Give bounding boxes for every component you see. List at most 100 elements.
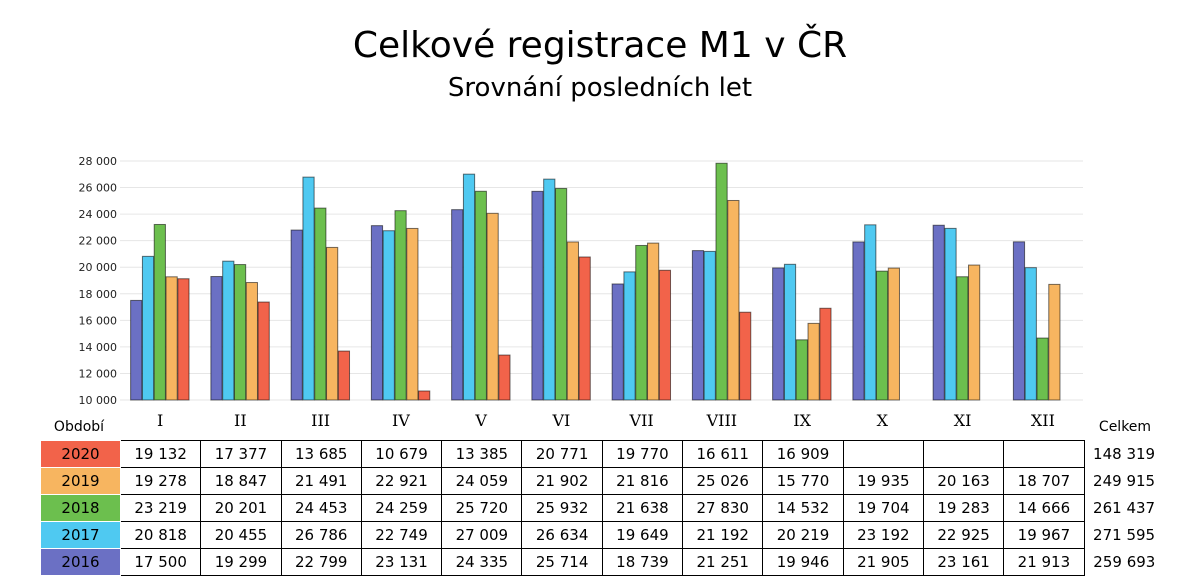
y-tick-label: 22 000 bbox=[79, 235, 118, 248]
x-tick-label: XI bbox=[954, 411, 972, 430]
bar-2018-VIII bbox=[715, 162, 728, 401]
value-cell: 14 666 bbox=[1003, 494, 1085, 522]
bar-2019-IX bbox=[807, 322, 820, 401]
table-row: 2020 19 132 17 377 13 685 10 679 13 385 20 771… bbox=[40, 440, 1165, 468]
total-cell: 261 437 bbox=[1093, 499, 1156, 517]
total-cell: 271 595 bbox=[1093, 526, 1156, 544]
bar-2016-XI bbox=[932, 224, 945, 401]
value-cell: 19 946 bbox=[762, 548, 844, 576]
value-cell: 26 634 bbox=[521, 521, 603, 549]
bar-2016-IX bbox=[772, 267, 785, 401]
bar-2020-V bbox=[498, 354, 511, 401]
bar-2019-III bbox=[326, 246, 339, 401]
bar-2017-II bbox=[222, 260, 235, 401]
value-cell: 19 283 bbox=[922, 494, 1005, 522]
bar-2018-III bbox=[314, 207, 327, 401]
value-cell: 14 532 bbox=[762, 494, 844, 522]
value-cell: 20 455 bbox=[200, 521, 282, 549]
bar-2019-V bbox=[486, 212, 499, 401]
bar-2017-XII bbox=[1024, 267, 1037, 401]
bar-2016-IV bbox=[370, 225, 384, 401]
year-cell: 2019 bbox=[40, 467, 121, 495]
bar-2020-IV bbox=[418, 390, 431, 401]
year-cell: 2017 bbox=[40, 521, 121, 549]
value-cell bbox=[842, 440, 924, 468]
value-cell: 21 491 bbox=[280, 467, 362, 495]
value-cell: 19 299 bbox=[200, 548, 282, 576]
bar-2017-X bbox=[864, 224, 877, 401]
x-tick-label: X bbox=[877, 411, 889, 430]
x-tick-label: XII bbox=[1031, 411, 1055, 430]
value-cell: 22 749 bbox=[360, 521, 443, 549]
value-cell: 20 818 bbox=[119, 521, 202, 549]
value-cell: 27 009 bbox=[441, 521, 523, 549]
bar-2020-VII bbox=[658, 269, 672, 401]
y-tick-label: 20 000 bbox=[79, 261, 118, 274]
bar-2020-III bbox=[337, 350, 351, 401]
y-tick-label: 24 000 bbox=[79, 208, 118, 221]
grid-lines bbox=[120, 160, 1083, 401]
value-cell bbox=[1003, 440, 1085, 468]
bar-2019-II bbox=[245, 282, 258, 401]
value-cell: 13 685 bbox=[280, 440, 362, 468]
bar-2019-I bbox=[165, 276, 178, 401]
bar-2017-IX bbox=[783, 263, 797, 401]
value-cell: 25 026 bbox=[682, 467, 764, 495]
y-tick-label: 14 000 bbox=[79, 341, 118, 354]
bar-2017-III bbox=[302, 176, 315, 401]
y-tick-label: 10 000 bbox=[79, 394, 118, 407]
bar-2018-X bbox=[875, 270, 889, 401]
x-tick-label: VIII bbox=[706, 411, 738, 430]
bar-2019-IV bbox=[406, 227, 419, 401]
value-cell: 21 638 bbox=[601, 494, 684, 522]
bars bbox=[130, 162, 1061, 401]
y-axis-ticks: 10 000 12 000 14 000 16 000 18 000 20 000 22 0… bbox=[79, 155, 118, 407]
value-cell: 23 219 bbox=[119, 494, 202, 522]
year-cell: 2016 bbox=[40, 548, 121, 576]
bar-2020-IX bbox=[819, 307, 832, 401]
total-cell: 259 693 bbox=[1093, 553, 1156, 571]
value-cell: 23 131 bbox=[360, 548, 443, 576]
value-cell: 26 786 bbox=[280, 521, 362, 549]
bar-2016-VII bbox=[611, 283, 624, 401]
value-cell: 20 163 bbox=[922, 467, 1005, 495]
x-tick-label: V bbox=[474, 411, 487, 430]
value-cell: 16 909 bbox=[762, 440, 844, 468]
x-tick-label: III bbox=[311, 411, 330, 430]
bar-2018-XI bbox=[956, 276, 969, 401]
bar-2016-III bbox=[290, 229, 303, 401]
value-cell: 20 201 bbox=[200, 494, 282, 522]
value-cell: 18 739 bbox=[601, 548, 684, 576]
data-table: 2020 19 132 17 377 13 685 10 679 13 385 20 771… bbox=[40, 440, 1165, 576]
value-cell: 24 259 bbox=[360, 494, 443, 522]
value-cell: 19 935 bbox=[842, 467, 924, 495]
value-cell: 17 500 bbox=[119, 548, 202, 576]
value-cell: 18 707 bbox=[1003, 467, 1085, 495]
y-tick-label: 26 000 bbox=[79, 182, 118, 195]
y-tick-label: 16 000 bbox=[79, 314, 118, 327]
value-cell: 19 770 bbox=[601, 440, 684, 468]
x-axis-ticks: I II III IV V VI VII VIII IX X XI XII bbox=[157, 411, 1055, 430]
year-cell: 2020 bbox=[40, 440, 121, 468]
value-cell: 24 059 bbox=[441, 467, 523, 495]
value-cell: 24 335 bbox=[441, 548, 523, 576]
value-cell: 27 830 bbox=[682, 494, 764, 522]
table-row: 2018 23 219 20 201 24 453 24 259 25 720 25 932… bbox=[40, 494, 1165, 522]
year-cell: 2018 bbox=[40, 494, 121, 522]
value-cell: 25 714 bbox=[521, 548, 603, 576]
bar-2017-VI bbox=[543, 178, 556, 401]
x-tick-label: VII bbox=[629, 411, 654, 430]
value-cell: 20 219 bbox=[762, 521, 844, 549]
bar-2016-II bbox=[210, 276, 223, 401]
value-cell: 23 192 bbox=[842, 521, 924, 549]
bar-2017-VII bbox=[623, 271, 636, 401]
bar-2018-XII bbox=[1036, 337, 1049, 401]
bar-2019-XI bbox=[968, 264, 981, 401]
bar-2018-VI bbox=[554, 187, 568, 401]
bar-2019-VI bbox=[566, 241, 579, 401]
table-row: 2016 17 500 19 299 22 799 23 131 24 335 25 714… bbox=[40, 548, 1165, 576]
x-tick-label: I bbox=[157, 411, 163, 430]
total-cell: 249 915 bbox=[1093, 472, 1156, 490]
period-label: Období bbox=[53, 419, 105, 435]
y-tick-label: 18 000 bbox=[79, 288, 118, 301]
